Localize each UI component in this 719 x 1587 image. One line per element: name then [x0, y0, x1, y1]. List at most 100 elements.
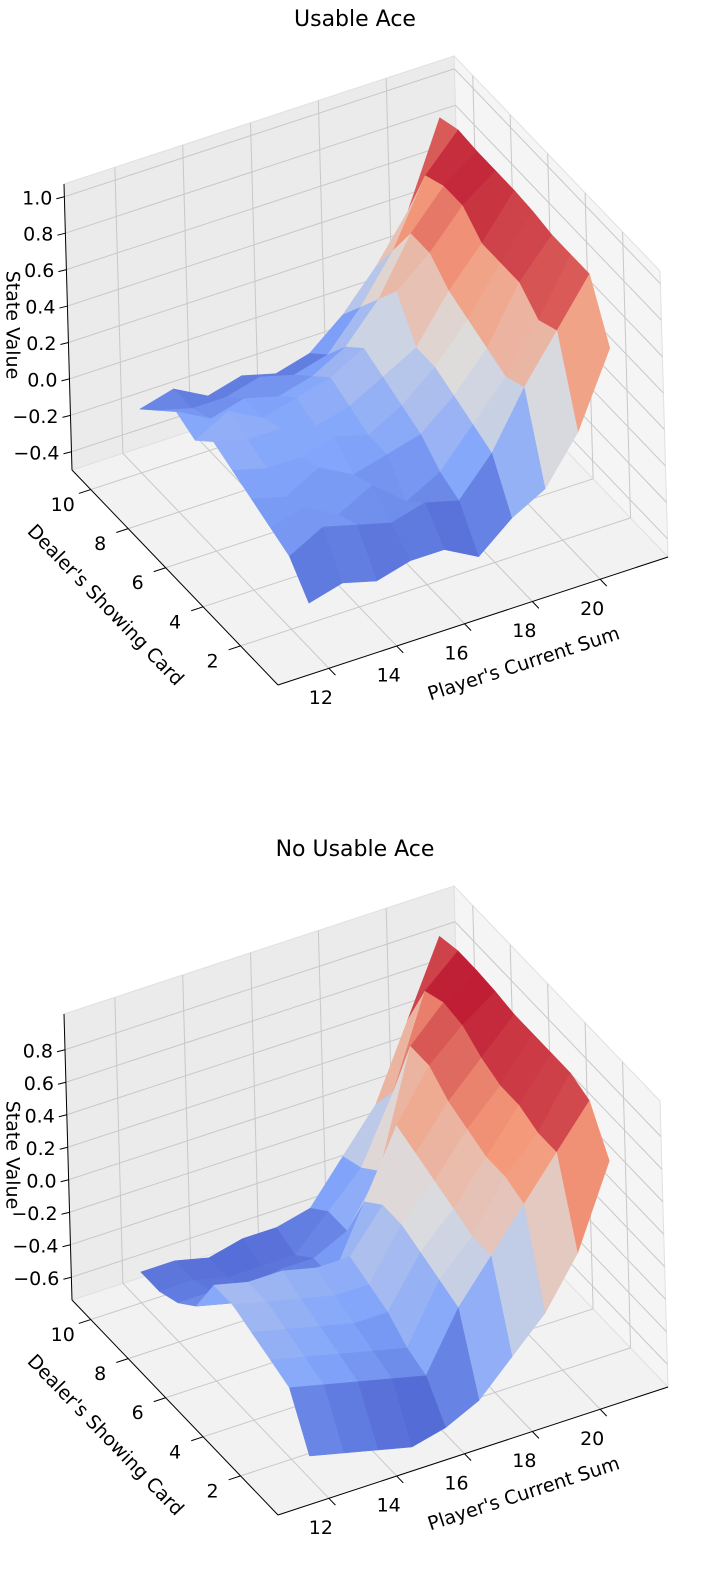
z-tick-label: 0.8 [23, 224, 53, 246]
tick-mark [228, 1475, 241, 1481]
axis-line [71, 1299, 279, 1516]
x-tick-label: 12 [309, 1517, 333, 1539]
axis-line [71, 469, 279, 686]
z-tick-label: −0.4 [12, 1235, 58, 1257]
y-tick-label: 8 [94, 1363, 106, 1385]
y-tick-label: 2 [206, 1480, 218, 1502]
x-tick-label: 16 [444, 642, 468, 664]
tick-mark [62, 414, 71, 418]
axis-line [63, 183, 73, 471]
z-tick-label: 1.0 [22, 187, 52, 209]
tick-mark [531, 601, 540, 609]
tick-mark [59, 1146, 68, 1150]
tick-mark [57, 1081, 67, 1085]
z-tick-label: −0.2 [11, 1203, 57, 1225]
z-tick-label: 0.8 [23, 1040, 53, 1062]
y-tick-label: 8 [94, 533, 106, 555]
x-tick-label: 20 [580, 598, 604, 620]
tick-mark [63, 1276, 72, 1280]
chart-title: Usable Ace [294, 7, 416, 32]
tick-mark [58, 269, 67, 273]
z-tick-label: −0.4 [13, 442, 59, 464]
grid-line [114, 997, 124, 1284]
grid-line [250, 122, 260, 409]
axis-line [277, 1386, 669, 1516]
tick-mark [116, 528, 129, 534]
surface [140, 935, 610, 1457]
grid-line [622, 1061, 632, 1348]
tick-mark [531, 1431, 540, 1439]
surface [138, 117, 611, 604]
z-tick-label: 0.0 [26, 1170, 56, 1192]
tick-mark [56, 196, 65, 200]
tick-mark [78, 1319, 91, 1324]
tick-mark [153, 567, 166, 573]
z-tick-label: −0.2 [12, 406, 58, 428]
tick-mark [61, 1211, 70, 1215]
y-tick-label: 2 [206, 650, 218, 672]
grid-line [250, 952, 260, 1239]
grid-line [182, 975, 192, 1262]
grid-line [317, 930, 327, 1217]
tick-mark [191, 606, 204, 612]
z-axis-label: State Value [2, 1101, 24, 1210]
tick-mark [59, 305, 68, 309]
grid-line [122, 452, 330, 669]
tick-mark [191, 1436, 204, 1442]
tick-mark [396, 1475, 404, 1484]
tick-mark [60, 341, 69, 345]
x-tick-label: 14 [377, 665, 401, 687]
grid-line [67, 177, 458, 307]
surface-patch [289, 526, 343, 604]
surface-chart: No Usable Ace 12 14 16 18 20 2 4 6 8 10 −0.6 −0.4 −0.… [2, 837, 669, 1539]
grid-line [182, 145, 192, 432]
x-tick-label: 18 [512, 1450, 536, 1472]
axis-line [277, 556, 669, 686]
tick-mark [328, 1497, 336, 1506]
grid-line [67, 1018, 458, 1148]
grid-line [240, 517, 631, 647]
z-tick-label: 0.2 [26, 1138, 56, 1160]
x-tick-label: 14 [377, 1495, 401, 1517]
z-tick-label: 0.6 [24, 260, 54, 282]
grid-line [122, 1282, 330, 1499]
z-axis-label: State Value [2, 271, 24, 380]
surface-chart: Usable Ace 12 14 16 18 20 2 4 6 8 10 −0.4 −0.2 0.0 0.2… [2, 7, 669, 709]
y-tick-label: 6 [132, 572, 144, 594]
z-tick-label: 0.4 [25, 297, 55, 319]
x-tick-label: 20 [580, 1428, 604, 1450]
z-tick-label: 0.4 [25, 1105, 55, 1127]
x-tick-label: 18 [512, 620, 536, 642]
grid-line [66, 986, 457, 1116]
y-tick-label: 10 [51, 1324, 75, 1346]
tick-mark [58, 1114, 67, 1118]
z-tick-label: 0.0 [27, 369, 57, 391]
x-tick-label: 16 [444, 1472, 468, 1494]
grid-line [66, 141, 457, 271]
tick-mark [599, 578, 608, 587]
tick-mark [78, 489, 91, 494]
tick-mark [63, 451, 72, 455]
grid-line [622, 231, 632, 518]
axis-line [63, 1013, 73, 1301]
tick-mark [62, 1244, 71, 1248]
tick-mark [464, 1453, 472, 1461]
chart-title: No Usable Ace [276, 837, 435, 862]
tick-mark [60, 1179, 69, 1183]
z-tick-label: −0.6 [13, 1268, 59, 1290]
z-tick-label: 0.2 [26, 333, 56, 355]
tick-mark [61, 378, 70, 382]
tick-mark [153, 1397, 166, 1403]
grid-line [114, 167, 124, 454]
grid-line [455, 104, 662, 321]
tick-mark [464, 623, 472, 631]
tick-mark [57, 232, 66, 236]
grid-line [453, 68, 661, 285]
grid-line [64, 921, 456, 1051]
tick-mark [228, 645, 241, 651]
grid-line [64, 68, 455, 198]
tick-mark [116, 1358, 129, 1364]
y-tick-label: 6 [132, 1402, 144, 1424]
